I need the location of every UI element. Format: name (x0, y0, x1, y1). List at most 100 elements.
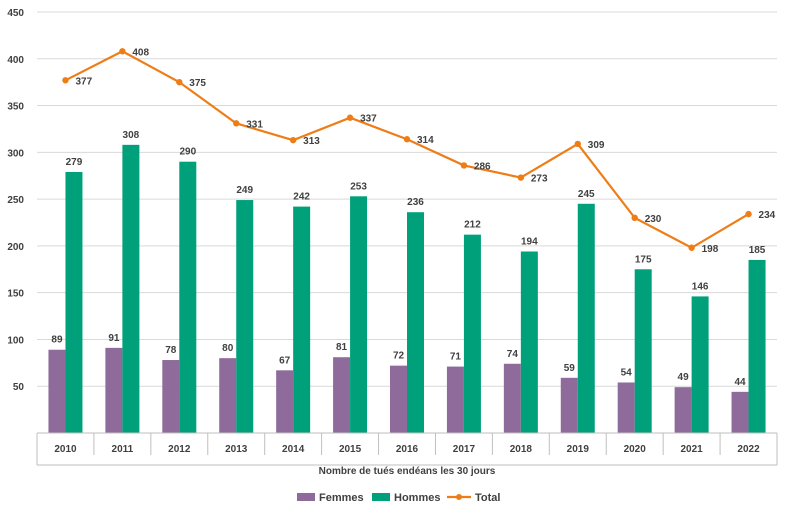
data-label-total: 377 (75, 76, 92, 87)
y-tick-label: 100 (7, 335, 24, 346)
data-label-hommes: 249 (236, 185, 253, 196)
data-label-total: 314 (417, 135, 434, 146)
total-line (62, 48, 752, 251)
data-label-hommes: 290 (179, 147, 196, 158)
x-tick-label: 2016 (396, 444, 419, 455)
x-tick-label: 2014 (282, 444, 305, 455)
x-tick-label: 2018 (510, 444, 533, 455)
bar-hommes (634, 269, 652, 433)
total-point (517, 174, 525, 181)
x-axis-title: Nombre de tués endéans les 30 jours (319, 466, 496, 477)
data-label-hommes: 236 (407, 197, 424, 208)
gridlines (37, 11, 777, 387)
bars (48, 144, 766, 434)
data-label-femmes: 54 (621, 367, 633, 378)
data-label-hommes: 308 (123, 130, 140, 141)
data-label-femmes: 49 (678, 372, 690, 383)
x-tick-label: 2012 (168, 444, 191, 455)
data-label-femmes: 59 (564, 363, 576, 374)
y-tick-label: 300 (7, 148, 24, 159)
x-tick-label: 2022 (737, 444, 760, 455)
y-tick-label: 450 (7, 8, 24, 19)
data-label-hommes: 146 (692, 281, 709, 292)
data-label-total: 309 (588, 140, 605, 151)
legend-swatch-femmes (297, 493, 315, 501)
data-label-femmes: 80 (222, 343, 234, 354)
total-point (62, 77, 69, 84)
total-point (403, 136, 411, 143)
total-point (631, 214, 638, 222)
data-label-femmes: 71 (450, 352, 462, 363)
bar-hommes (407, 212, 424, 433)
data-label-hommes: 279 (66, 157, 83, 168)
total-point (346, 114, 354, 121)
data-label-femmes: 91 (108, 333, 120, 344)
data-label-hommes: 242 (293, 192, 310, 203)
bar-femmes (162, 360, 180, 433)
y-tick-label: 200 (7, 242, 24, 253)
bar-hommes (65, 171, 83, 434)
legend-label-femmes: Femmes (319, 492, 364, 504)
data-label-femmes: 81 (336, 342, 348, 353)
data-label-total: 198 (702, 244, 719, 255)
data-label-hommes: 175 (635, 254, 652, 265)
legend-label-total: Total (475, 492, 500, 504)
bar-femmes (617, 382, 635, 433)
data-label-femmes: 67 (279, 355, 291, 366)
data-label-total: 331 (246, 119, 263, 130)
x-tick-label: 2013 (225, 444, 248, 455)
data-label-total: 230 (645, 214, 662, 225)
total-point (233, 120, 240, 127)
total-point (119, 48, 126, 55)
bar-hommes (691, 296, 709, 433)
data-label-femmes: 72 (393, 351, 405, 362)
y-axis: 50 100 150 200 250 300 350 400 450 (7, 8, 24, 393)
bar-femmes (503, 363, 521, 433)
bar-hommes (463, 234, 481, 433)
bar-femmes (674, 387, 692, 433)
y-tick-label: 350 (7, 102, 24, 113)
x-tick-label: 2019 (567, 444, 590, 455)
data-label-total: 337 (360, 114, 377, 125)
total-point (460, 162, 468, 169)
bar-hommes (520, 251, 538, 433)
bar-femmes (333, 357, 351, 433)
data-label-total: 273 (531, 174, 548, 185)
legend-marker-total (456, 494, 462, 500)
bar-femmes (446, 366, 464, 433)
data-label-hommes: 212 (464, 220, 481, 231)
bar-femmes (731, 391, 749, 433)
bar-hommes (122, 144, 140, 434)
bar-femmes (390, 365, 407, 433)
x-tick-label: 2011 (112, 444, 134, 455)
bar-hommes (350, 196, 368, 433)
legend: Femmes Hommes Total (297, 492, 500, 504)
bar-hommes (236, 200, 254, 433)
bar-hommes (179, 161, 197, 433)
data-label-total: 408 (132, 47, 149, 58)
y-tick-label: 50 (13, 382, 25, 393)
bar-hommes (577, 203, 595, 433)
y-tick-label: 250 (7, 195, 24, 206)
legend-label-hommes: Hommes (394, 492, 440, 504)
data-label-total: 375 (189, 78, 206, 89)
bar-femmes (105, 347, 123, 433)
data-label-femmes: 78 (165, 345, 177, 356)
data-labels: 89 91 78 80 67 81 72 71 74 59 54 49 44 279 308 290 249 24… (51, 47, 775, 388)
data-label-total: 286 (474, 161, 491, 172)
data-label-femmes: 89 (51, 335, 63, 346)
x-tick-label: 2010 (54, 444, 77, 455)
x-axis: 2010 2011 2012 2013 2014 2015 2016 2017 2018 2019… (36, 432, 778, 466)
bar-femmes (276, 370, 294, 433)
x-tick-label: 2015 (339, 444, 362, 455)
legend-swatch-hommes (372, 493, 390, 501)
data-label-hommes: 194 (521, 237, 538, 248)
total-point (574, 140, 581, 148)
data-label-hommes: 253 (350, 181, 367, 192)
x-tick-label: 2017 (453, 444, 476, 455)
data-label-femmes: 44 (734, 377, 746, 388)
bar-femmes (48, 349, 66, 433)
total-point (176, 78, 183, 86)
total-point (289, 136, 297, 144)
